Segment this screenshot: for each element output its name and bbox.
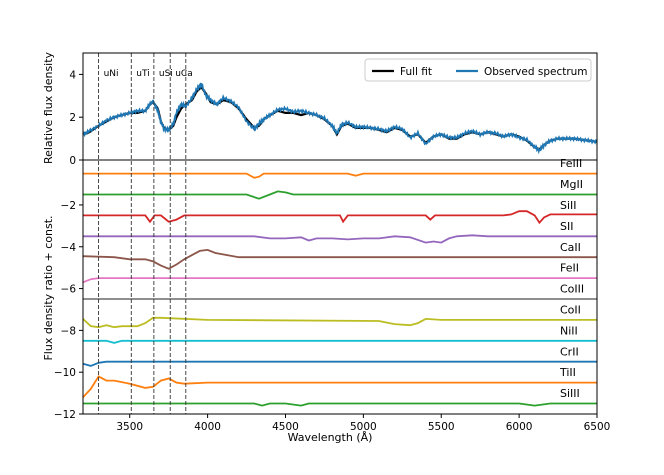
ion-label-siiii: SiIII: [560, 387, 580, 400]
bottom-y-tick-label: −2: [61, 200, 76, 212]
ion-label-siii: SiII: [560, 199, 577, 212]
series-line-observed-spectrum: [82, 82, 598, 155]
marker-label-uSi: uSi: [159, 69, 173, 79]
bottom-panel-frame: [82, 159, 598, 415]
legend: Full fit Observed spectrum: [364, 58, 592, 82]
axes: 3500 4000 4500 5000 5500 6000 6500 0 2 4 −2 −4 −6 −8 −…: [54, 52, 611, 433]
ion-label-niii: NiII: [560, 324, 578, 337]
vertical-markers: uNi uTi uSi uCa: [98, 53, 193, 414]
top-y-tick-label: 4: [69, 69, 76, 81]
ion-label-crii: CrII: [560, 345, 579, 358]
x-tick-label: 4000: [194, 421, 221, 433]
ion-label-coiii: CoIII: [560, 283, 584, 296]
ion-label-feii: FeII: [560, 262, 579, 275]
ion-line-caii: [82, 248, 597, 270]
top-y-tick-label: 2: [69, 112, 76, 124]
x-tick-label: 4500: [272, 421, 299, 433]
ion-label-caii: CaII: [560, 241, 581, 254]
ion-line-mgii: [83, 190, 597, 200]
bottom-y-axis-label: Flux density ratio + const.: [42, 215, 55, 360]
marker-label-uNi: uNi: [104, 69, 119, 79]
x-axis-label: Wavelength (Å): [288, 431, 373, 444]
ion-line-sii: [83, 234, 597, 244]
bottom-y-tick-label: −12: [54, 409, 76, 421]
ion-line-crii: [82, 360, 597, 367]
bottom-y-tick-label: −4: [61, 242, 77, 254]
ion-line-tiii: [82, 375, 597, 398]
x-tick-label: 5000: [350, 421, 377, 433]
ion-label-coii: CoII: [560, 303, 581, 316]
ion-line-niii: [83, 339, 597, 344]
legend-label: Full fit: [400, 66, 432, 78]
marker-label-uTi: uTi: [136, 69, 149, 79]
ion-line-siii: [83, 210, 597, 225]
top-y-tick-label: 0: [69, 155, 76, 167]
x-tick-label: 6000: [506, 421, 533, 433]
bottom-y-tick-label: −10: [54, 367, 76, 379]
bottom-panel: FeIII MgII SiII SII CaII FeII CoIII CoII NiII CrI…: [82, 157, 597, 407]
bottom-y-tick-label: −6: [61, 284, 77, 296]
top-y-axis-label: Relative flux density: [42, 51, 55, 164]
x-tick-label: 6500: [584, 421, 611, 433]
ion-label-tiii: TiII: [559, 366, 576, 379]
ion-line-coii: [82, 316, 597, 329]
ion-label-feiii: FeIII: [560, 157, 582, 170]
ion-line-siiii: [83, 402, 597, 407]
ion-label-mgii: MgII: [560, 178, 583, 191]
bottom-y-tick-label: −8: [61, 325, 76, 337]
ion-line-feiii: [83, 172, 597, 179]
x-tick-label: 3500: [116, 421, 143, 433]
legend-label: Observed spectrum: [484, 66, 588, 78]
marker-label-uCa: uCa: [175, 69, 193, 79]
ion-label-sii: SII: [560, 220, 573, 233]
x-tick-label: 5500: [428, 421, 455, 433]
